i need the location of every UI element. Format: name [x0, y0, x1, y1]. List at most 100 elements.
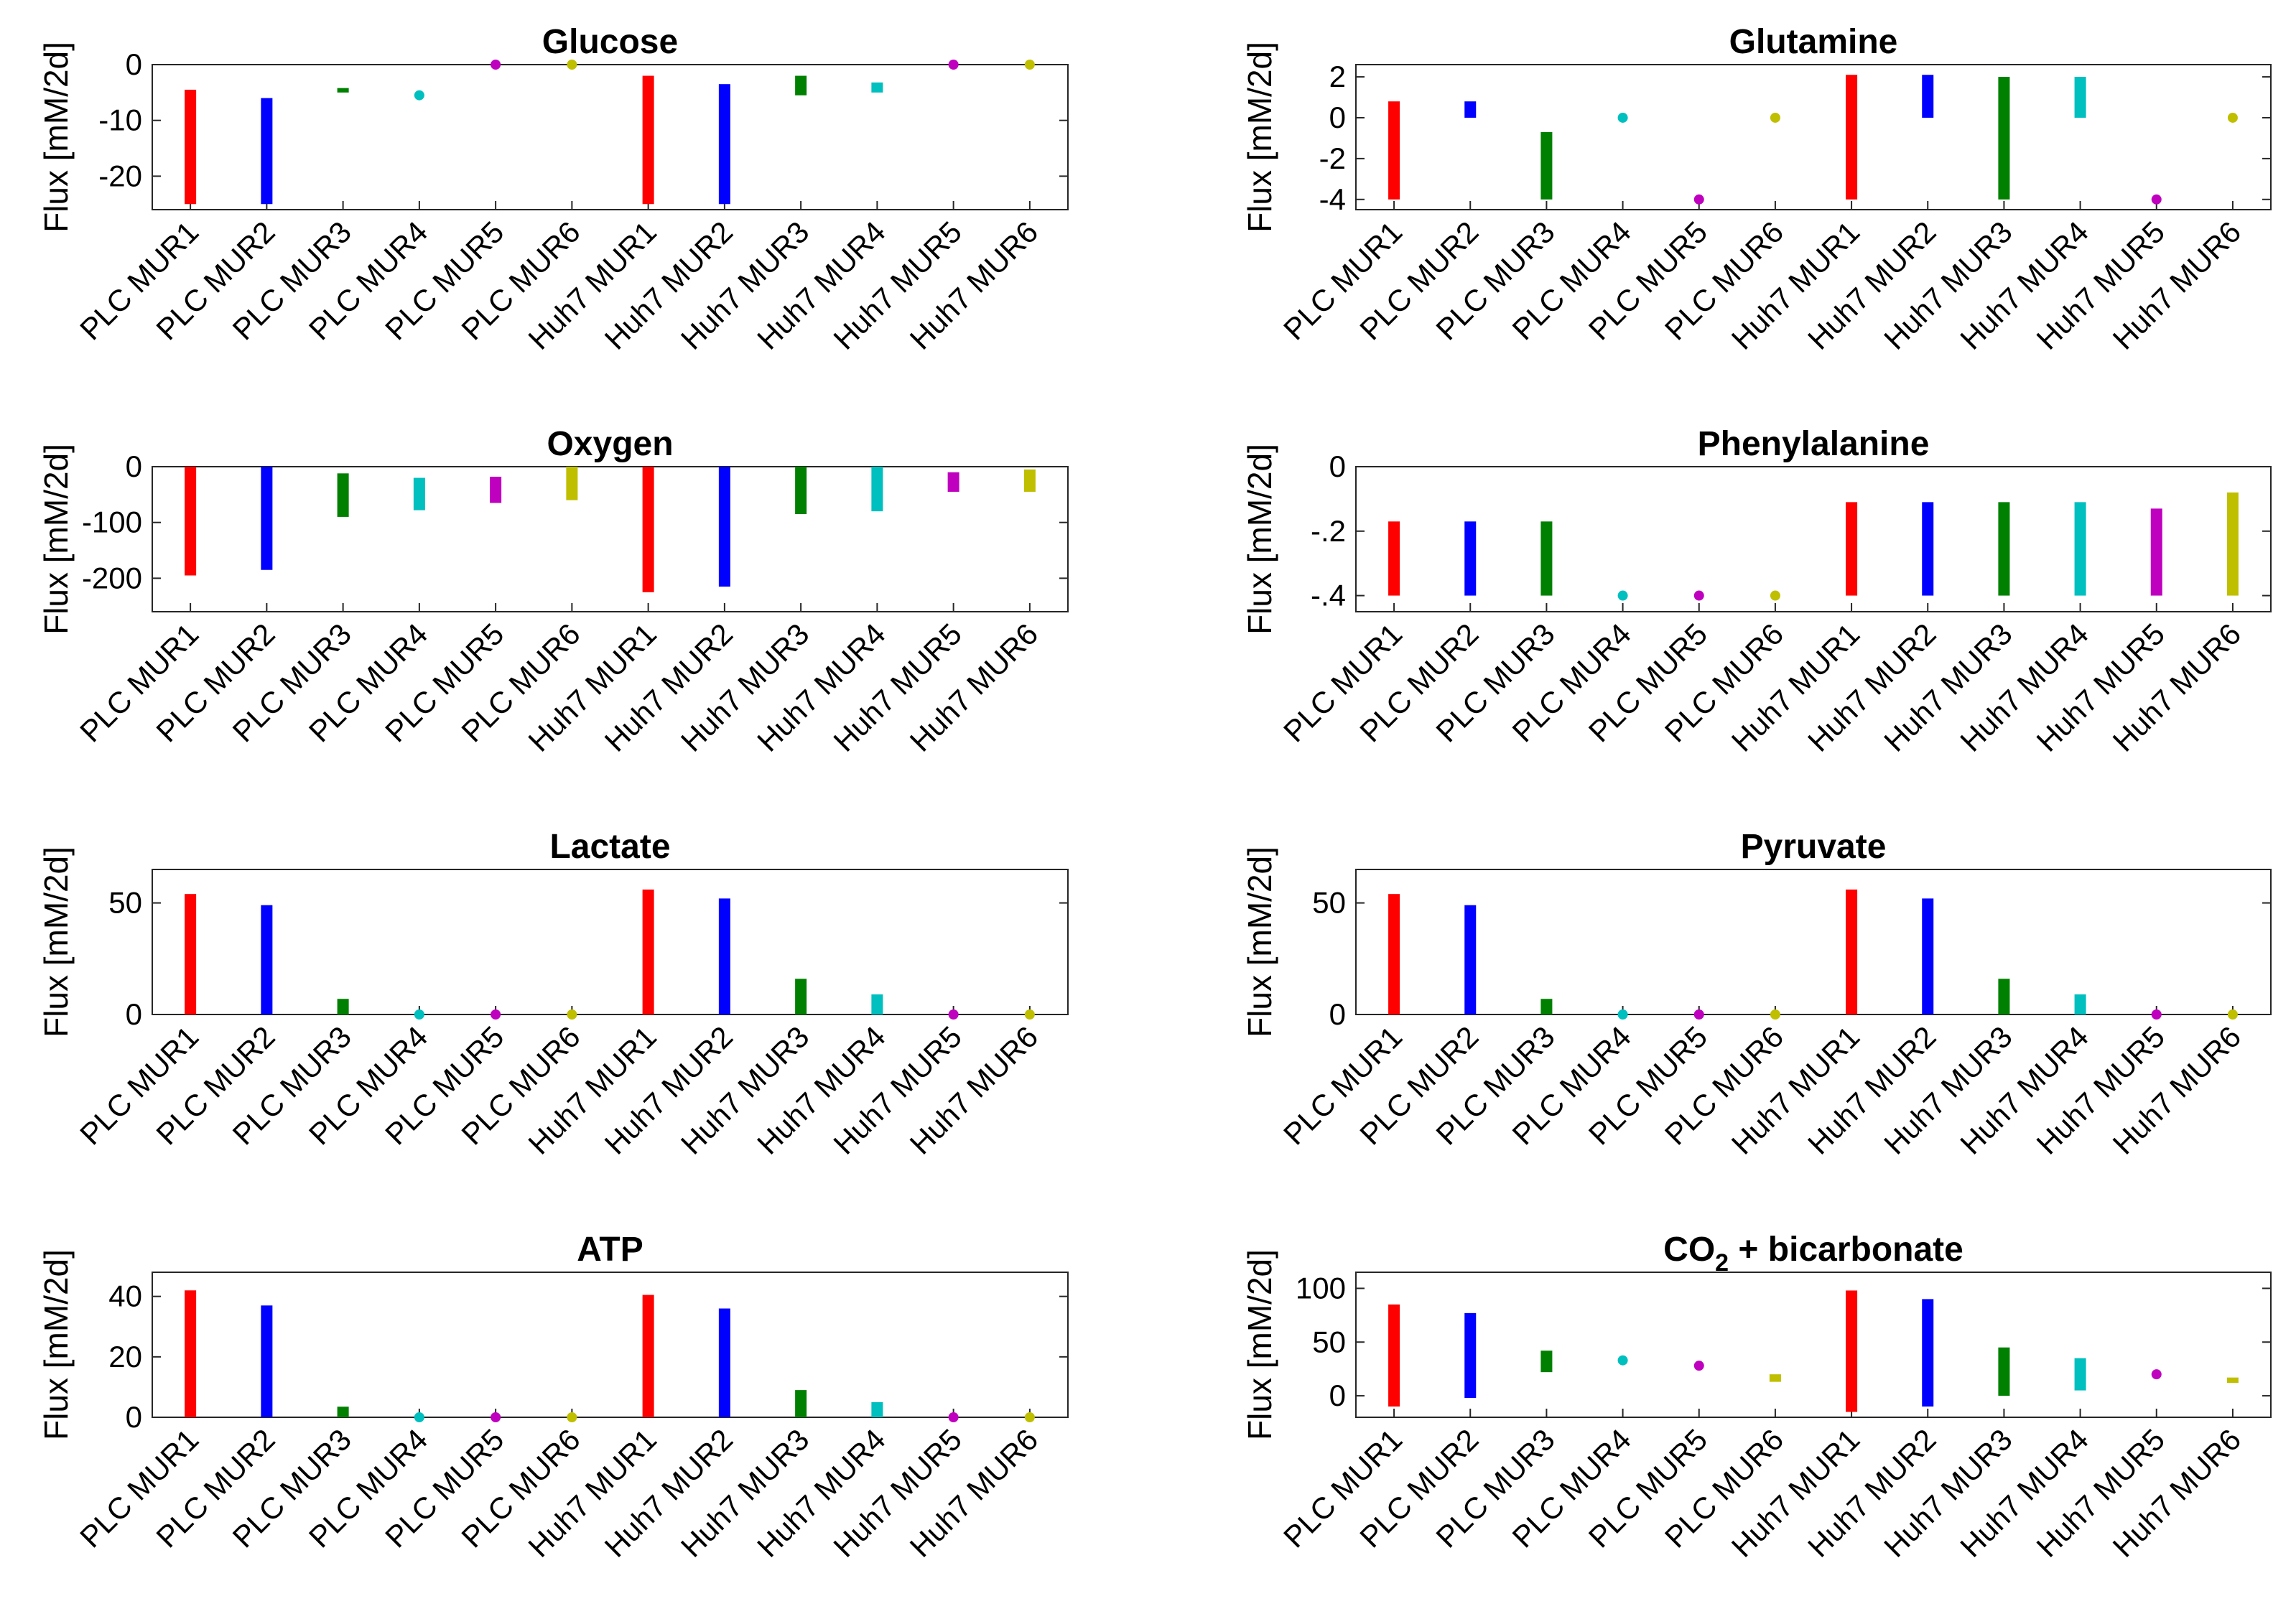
- range-bar: [185, 89, 197, 205]
- range-bar: [1846, 1290, 1858, 1412]
- range-bar: [1922, 75, 1934, 118]
- plot-area: [1355, 466, 2272, 612]
- range-bar: [185, 1290, 197, 1417]
- range-bar: [1464, 905, 1477, 1014]
- range-bar: [718, 898, 730, 1014]
- y-tick-label: -2: [1319, 141, 1346, 175]
- y-tick-label: 0: [126, 47, 142, 81]
- range-bar: [947, 472, 959, 492]
- y-axis-label: Flux [mM/2d]: [37, 1249, 75, 1440]
- y-tick-label: 0: [1329, 449, 1346, 483]
- range-bar: [718, 84, 730, 205]
- range-bar: [1998, 979, 2010, 1014]
- chart-title: ATP: [577, 1231, 643, 1269]
- y-axis-label: Flux [mM/2d]: [1241, 42, 1278, 233]
- range-point: [948, 1412, 959, 1422]
- y-tick-label: -200: [82, 561, 142, 594]
- chart-title: CO2 + bicarbonate: [1663, 1231, 1963, 1277]
- range-bar: [337, 473, 349, 517]
- y-axis-label: Flux [mM/2d]: [1241, 444, 1278, 635]
- plot-area: [1355, 64, 2272, 210]
- range-point: [1617, 1009, 1628, 1020]
- range-bar: [795, 1390, 807, 1417]
- y-tick-label: -10: [98, 103, 142, 137]
- range-point: [1693, 1361, 1704, 1371]
- y-tick-label: 0: [1329, 1379, 1346, 1412]
- y-tick-label: -4: [1319, 182, 1346, 216]
- range-bar: [337, 999, 349, 1014]
- chart-title: Pyruvate: [1741, 828, 1887, 866]
- range-bar: [1540, 131, 1553, 200]
- range-bar: [718, 1308, 730, 1417]
- range-point: [414, 1009, 424, 1020]
- range-bar: [261, 905, 273, 1014]
- range-point: [948, 1009, 959, 1020]
- range-bar: [2074, 502, 2086, 596]
- range-bar: [490, 476, 502, 503]
- range-point: [491, 1009, 501, 1020]
- chart-title: Glutamine: [1729, 23, 1898, 61]
- range-bar: [1922, 1299, 1934, 1407]
- range-bar: [718, 467, 730, 587]
- range-bar: [1922, 898, 1934, 1014]
- title-part: CO: [1663, 1231, 1715, 1269]
- range-bar: [1388, 894, 1400, 1014]
- range-point: [1617, 112, 1628, 123]
- title-part: + bicarbonate: [1729, 1231, 1963, 1269]
- range-bar: [2226, 1377, 2239, 1384]
- range-bar: [871, 1401, 883, 1417]
- plot-area: [152, 869, 1069, 1015]
- range-bar: [795, 467, 807, 515]
- range-bar: [1998, 502, 2010, 596]
- chart-title: Glucose: [542, 23, 678, 61]
- range-bar: [261, 98, 273, 205]
- y-tick-label: 50: [108, 886, 142, 920]
- chart-title: Oxygen: [547, 425, 673, 463]
- y-tick-label: 0: [1329, 101, 1346, 134]
- range-point: [1617, 1355, 1628, 1366]
- range-bar: [1464, 101, 1477, 118]
- range-point: [567, 60, 577, 70]
- range-bar: [871, 994, 883, 1014]
- range-bar: [1846, 75, 1858, 200]
- y-tick-label: 40: [108, 1279, 142, 1313]
- range-bar: [1846, 502, 1858, 596]
- range-bar: [1998, 1347, 2010, 1396]
- y-tick-label: 50: [1312, 886, 1346, 920]
- range-point: [414, 90, 424, 101]
- range-bar: [1388, 521, 1400, 596]
- range-bar: [1540, 999, 1553, 1014]
- range-bar: [1540, 521, 1553, 596]
- range-bar: [1540, 1351, 1553, 1373]
- y-tick-label: 50: [1312, 1325, 1346, 1358]
- range-point: [414, 1412, 424, 1422]
- title-subscript: 2: [1715, 1249, 1729, 1277]
- range-bar: [1388, 101, 1400, 200]
- chart-title: Lactate: [549, 828, 670, 866]
- range-bar: [2074, 1358, 2086, 1391]
- range-bar: [642, 1295, 654, 1417]
- range-bar: [185, 467, 197, 576]
- y-tick-label: -20: [98, 159, 142, 192]
- range-bar: [1846, 889, 1858, 1014]
- range-point: [567, 1412, 577, 1422]
- range-bar: [2074, 77, 2086, 118]
- range-bar: [642, 467, 654, 592]
- range-bar: [261, 467, 273, 570]
- range-bar: [337, 88, 349, 93]
- range-point: [2151, 194, 2162, 205]
- range-point: [1024, 1412, 1035, 1422]
- range-bar: [185, 894, 197, 1014]
- range-point: [1693, 194, 1704, 205]
- y-tick-label: 0: [126, 997, 142, 1031]
- range-bar: [566, 467, 578, 500]
- y-tick-label: -.2: [1311, 514, 1346, 548]
- y-tick-label: 2: [1329, 60, 1346, 93]
